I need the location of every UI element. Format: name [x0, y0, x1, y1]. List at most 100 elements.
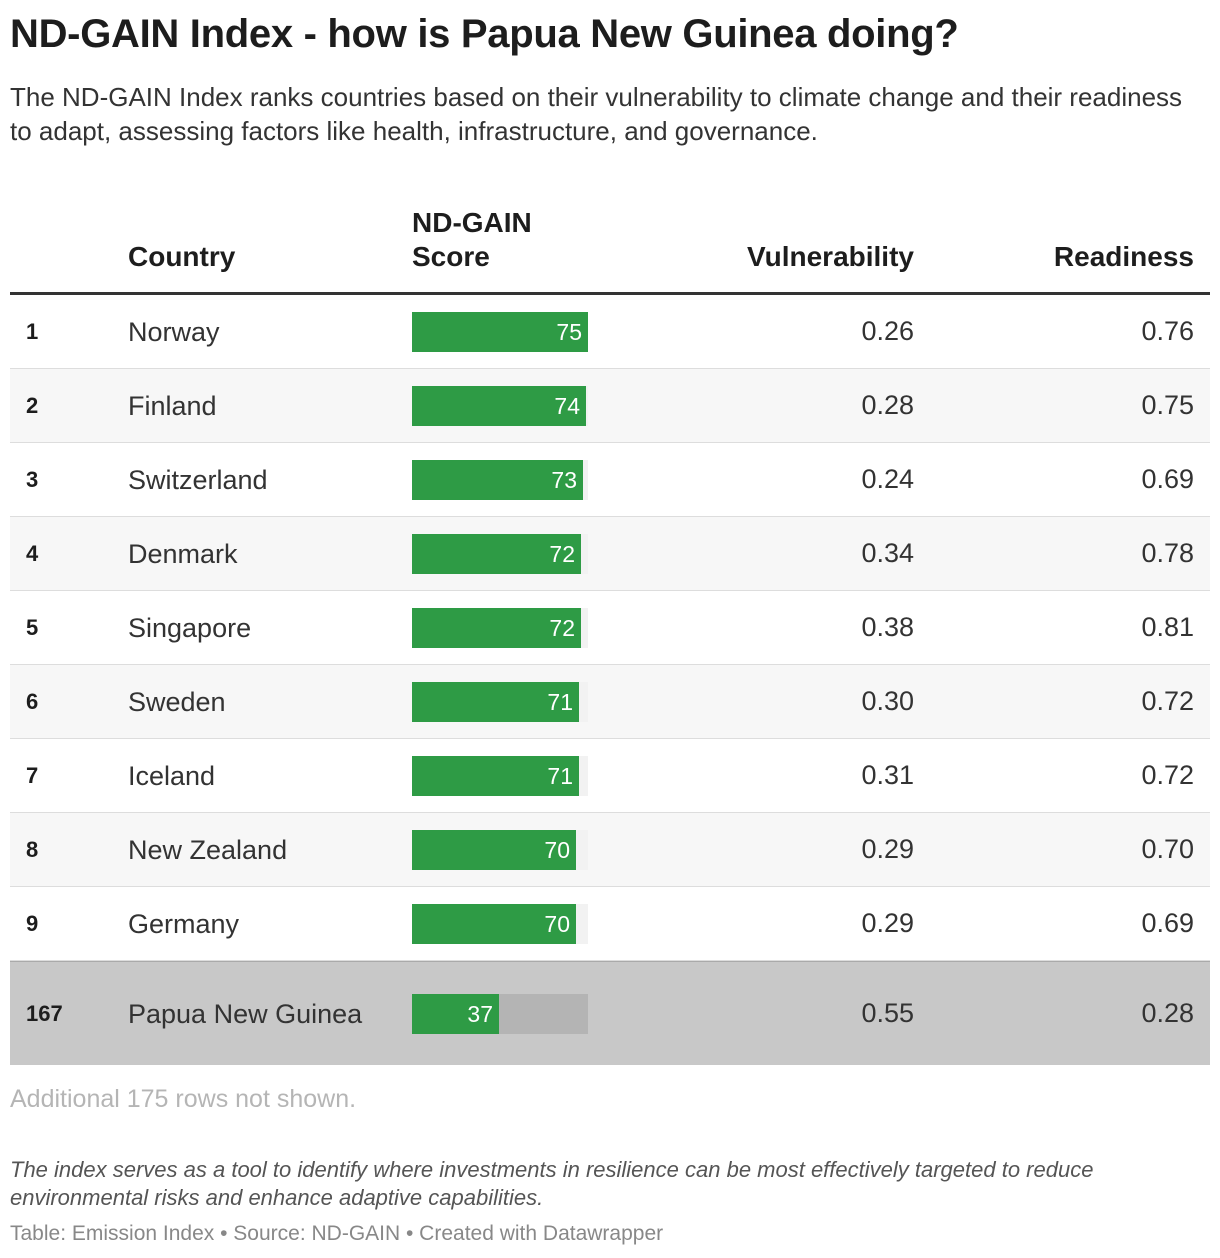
score-bar: [412, 993, 499, 1034]
table-row: 3 Switzerland 73 0.24 0.69: [10, 443, 1210, 517]
rank-cell: 3: [26, 466, 39, 492]
vulnerability-cell: 0.28: [861, 390, 914, 420]
chart-description: The index serves as a tool to identify w…: [10, 1157, 1094, 1210]
readiness-cell: 0.76: [1141, 316, 1194, 346]
score-bar: [412, 311, 588, 352]
score-cell: 70: [412, 887, 588, 960]
table-row: 6 Sweden 71 0.30 0.72: [10, 665, 1210, 739]
chart-title: ND-GAIN Index - how is Papua New Guinea …: [10, 12, 959, 56]
score-bar-track: 72: [412, 533, 588, 574]
country-cell: Finland: [128, 390, 217, 421]
vulnerability-cell: 0.30: [861, 686, 914, 716]
score-cell: 72: [412, 517, 588, 590]
vulnerability-cell: 0.24: [861, 464, 914, 494]
score-bar-label: 73: [551, 466, 577, 493]
score-bar-label: 37: [467, 1000, 493, 1027]
chart-subtitle: The ND-GAIN Index ranks countries based …: [10, 82, 1183, 146]
country-cell: Iceland: [128, 760, 216, 791]
score-bar-label: 75: [556, 318, 582, 345]
score-cell: 73: [412, 443, 588, 516]
score-bar-label: 70: [544, 836, 570, 863]
score-cell: 75: [412, 295, 588, 368]
readiness-cell: 0.69: [1141, 908, 1194, 938]
chart-footer: Table: Emission Index • Source: ND-GAIN …: [10, 1222, 664, 1245]
table-row: 167 Papua New Guinea 37 0.55 0.28: [10, 961, 1210, 1065]
score-bar-label: 74: [554, 392, 580, 419]
readiness-cell: 0.81: [1141, 612, 1194, 642]
rank-cell: 2: [26, 392, 39, 418]
vulnerability-cell: 0.29: [861, 908, 914, 938]
score-bar: [412, 459, 583, 500]
rank-cell: 1: [26, 318, 39, 344]
vulnerability-cell: 0.31: [861, 760, 914, 790]
readiness-cell: 0.69: [1141, 464, 1194, 494]
score-bar-track: 72: [412, 607, 588, 648]
rank-cell: 4: [26, 540, 39, 566]
score-bar-label: 71: [547, 762, 573, 789]
vulnerability-cell: 0.29: [861, 834, 914, 864]
country-cell: New Zealand: [128, 834, 288, 865]
rank-cell: 6: [26, 688, 39, 714]
score-bar: [412, 829, 576, 870]
rank-cell: 5: [26, 614, 39, 640]
table-header: Country ND-GAIN Score Vulnerability Readi…: [10, 200, 1210, 295]
score-cell: 71: [412, 665, 588, 738]
score-cell: 72: [412, 591, 588, 664]
table-body: 1 Norway 75 0.26 0.76 2 Finland 74 0.28 0.75 3 Swit…: [10, 295, 1210, 1065]
country-cell: Germany: [128, 908, 240, 939]
score-bar-track: 70: [412, 829, 588, 870]
vulnerability-cell: 0.34: [861, 538, 914, 568]
column-header-country[interactable]: Country: [128, 241, 236, 272]
rank-cell: 167: [26, 1000, 63, 1026]
score-cell: 37: [412, 962, 588, 1065]
score-bar-label: 72: [549, 614, 575, 641]
country-cell: Denmark: [128, 538, 238, 569]
readiness-cell: 0.75: [1141, 390, 1194, 420]
column-header-readiness[interactable]: Readiness: [1053, 241, 1194, 272]
score-bar-track: 75: [412, 311, 588, 352]
score-bar-track: 70: [412, 903, 588, 944]
table-row: 2 Finland 74 0.28 0.75: [10, 369, 1210, 443]
readiness-cell: 0.28: [1141, 998, 1194, 1028]
country-cell: Switzerland: [128, 464, 268, 495]
score-cell: 71: [412, 739, 588, 812]
vulnerability-cell: 0.26: [861, 316, 914, 346]
column-header-vulnerability[interactable]: Vulnerability: [746, 241, 914, 272]
rank-cell: 7: [26, 762, 39, 788]
score-bar: [412, 385, 586, 426]
score-bar-label: 72: [549, 540, 575, 567]
table-row: 7 Iceland 71 0.31 0.72: [10, 739, 1210, 813]
country-cell: Sweden: [128, 686, 226, 717]
score-bar: [412, 681, 579, 722]
score-bar: [412, 755, 579, 796]
score-bar-label: 71: [547, 688, 573, 715]
country-cell: Papua New Guinea: [128, 998, 363, 1029]
table-notes: Additional 175 rows not shown.: [10, 1085, 357, 1113]
score-bar-track: 37: [412, 993, 588, 1034]
table-row: 5 Singapore 72 0.38 0.81: [10, 591, 1210, 665]
rank-cell: 9: [26, 910, 39, 936]
score-bar: [412, 903, 576, 944]
readiness-cell: 0.78: [1141, 538, 1194, 568]
table-row: 9 Germany 70 0.29 0.69: [10, 887, 1210, 961]
table-row: 8 New Zealand 70 0.29 0.70: [10, 813, 1210, 887]
score-bar-track: 71: [412, 755, 588, 796]
score-bar: [412, 607, 581, 648]
score-bar-track: 73: [412, 459, 588, 500]
score-cell: 70: [412, 813, 588, 886]
vulnerability-cell: 0.55: [861, 998, 914, 1028]
score-bar-track: 71: [412, 681, 588, 722]
score-bar-label: 70: [544, 910, 570, 937]
column-header-score[interactable]: ND-GAIN Score: [412, 207, 532, 272]
country-cell: Norway: [128, 316, 220, 347]
score-bar: [412, 533, 581, 574]
vulnerability-cell: 0.38: [861, 612, 914, 642]
score-cell: 74: [412, 369, 588, 442]
readiness-cell: 0.72: [1141, 760, 1194, 790]
readiness-cell: 0.70: [1141, 834, 1194, 864]
rank-cell: 8: [26, 836, 39, 862]
table-row: 4 Denmark 72 0.34 0.78: [10, 517, 1210, 591]
readiness-cell: 0.72: [1141, 686, 1194, 716]
country-cell: Singapore: [128, 612, 252, 643]
table-row: 1 Norway 75 0.26 0.76: [10, 295, 1210, 369]
